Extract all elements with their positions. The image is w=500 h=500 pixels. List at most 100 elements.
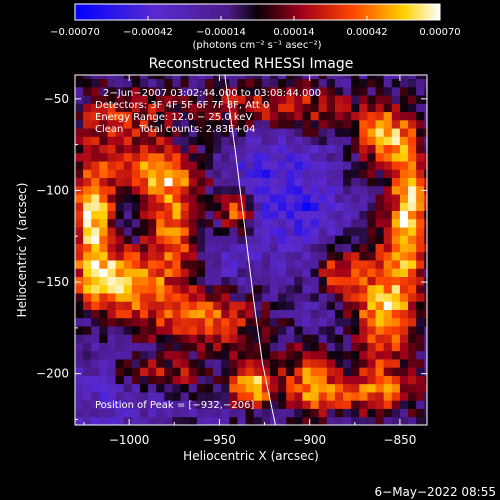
heatmap-cell [399, 326, 409, 335]
heatmap-cell [261, 227, 271, 236]
heatmap-cell [188, 95, 198, 104]
heatmap-cell [107, 334, 117, 343]
heatmap-cell [343, 375, 352, 385]
heatmap-cell [408, 227, 417, 236]
heatmap-cell [139, 235, 149, 244]
heatmap-cell [310, 75, 320, 80]
heatmap-cell [391, 185, 401, 195]
heatmap-cell [91, 416, 100, 425]
heatmap-cell [302, 86, 311, 96]
heatmap-cell [302, 75, 311, 80]
heatmap-cell [326, 342, 336, 352]
heatmap-cell [286, 309, 295, 319]
heatmap-cell [229, 400, 238, 409]
heatmap-cell [188, 276, 198, 286]
heatmap-cell [196, 169, 206, 179]
heatmap-cell [408, 152, 417, 162]
heatmap-cell [99, 235, 108, 244]
heatmap-cell [99, 218, 108, 228]
heatmap-cell [229, 177, 238, 187]
heatmap-cell [359, 408, 368, 418]
heatmap-cell [139, 194, 149, 203]
heatmap-cell [399, 86, 409, 96]
heatmap-cell [196, 103, 206, 113]
heatmap-cell [253, 202, 263, 212]
heatmap-cell [318, 136, 328, 146]
heatmap-cell [286, 95, 295, 104]
heatmap-cell [229, 251, 238, 261]
heatmap-cell [188, 317, 198, 327]
heatmap-cell [326, 177, 336, 187]
heatmap-cell [156, 111, 165, 121]
heatmap-cell [229, 260, 238, 269]
heatmap-cell [164, 136, 173, 146]
heatmap-cell [172, 161, 181, 170]
heatmap-cell [115, 78, 125, 88]
heatmap-cell [180, 392, 190, 401]
heatmap-cell [107, 326, 117, 335]
heatmap-cell [253, 136, 263, 146]
heatmap-cell [139, 334, 149, 343]
heatmap-cell [302, 276, 311, 286]
heatmap-cell [253, 334, 263, 343]
heatmap-cell [278, 202, 287, 212]
heatmap-cell [229, 301, 238, 310]
heatmap-cell [375, 95, 385, 104]
heatmap-cell [278, 416, 287, 425]
heatmap-cell [237, 227, 246, 236]
heatmap-cell [399, 276, 409, 286]
heatmap-cell [269, 194, 279, 203]
heatmap-cell [416, 342, 425, 352]
heatmap-cell [383, 326, 393, 335]
heatmap-cell [302, 284, 311, 294]
heatmap-cell [310, 111, 320, 121]
heatmap-cell [351, 161, 360, 170]
heatmap-cell [343, 383, 352, 393]
heatmap-cell [245, 284, 255, 294]
heatmap-cell [334, 309, 344, 319]
heatmap-cell [107, 342, 117, 352]
heatmap-cell [221, 243, 230, 253]
heatmap-cell [204, 342, 214, 352]
heatmap-cell [131, 260, 141, 269]
heatmap-cell [156, 400, 165, 409]
heatmap-cell [91, 95, 100, 104]
heatmap-cell [213, 309, 222, 319]
heatmap-cell [351, 75, 360, 80]
heatmap-cell [391, 408, 401, 418]
heatmap-cell [83, 392, 92, 401]
heatmap-cell [123, 227, 133, 236]
heatmap-cell [188, 334, 198, 343]
heatmap-cell [351, 260, 360, 269]
heatmap-cell [172, 243, 181, 253]
heatmap-cell [416, 260, 425, 269]
heatmap-cell [269, 136, 279, 146]
heatmap-cell [123, 293, 133, 302]
heatmap-cell [278, 177, 287, 187]
heatmap-cell [237, 136, 246, 146]
heatmap-cell [213, 78, 222, 88]
heatmap-cell [399, 161, 409, 170]
heatmap-cell [221, 95, 230, 104]
heatmap-cell [294, 301, 303, 310]
colorbar-tick-label: −0.00070 [50, 27, 100, 38]
heatmap-cell [123, 152, 133, 162]
heatmap-cell [245, 293, 255, 302]
heatmap-cell [326, 301, 336, 310]
heatmap-cell [375, 334, 385, 343]
heatmap-cell [196, 383, 206, 393]
heatmap-cell [326, 392, 336, 401]
heatmap-cell [269, 144, 279, 154]
heatmap-cell [91, 317, 100, 327]
heatmap-cell [164, 78, 173, 88]
heatmap-cell [204, 350, 214, 360]
heatmap-cell [245, 350, 255, 360]
heatmap-cell [148, 301, 157, 310]
heatmap-cell [343, 119, 352, 129]
x-axis: −1000 −950 −900 −850 [83, 75, 416, 447]
heatmap-cell [245, 375, 255, 385]
heatmap-cell [278, 128, 287, 137]
heatmap-cell [383, 251, 393, 261]
heatmap-cell [83, 334, 92, 343]
heatmap-cell [269, 78, 279, 88]
